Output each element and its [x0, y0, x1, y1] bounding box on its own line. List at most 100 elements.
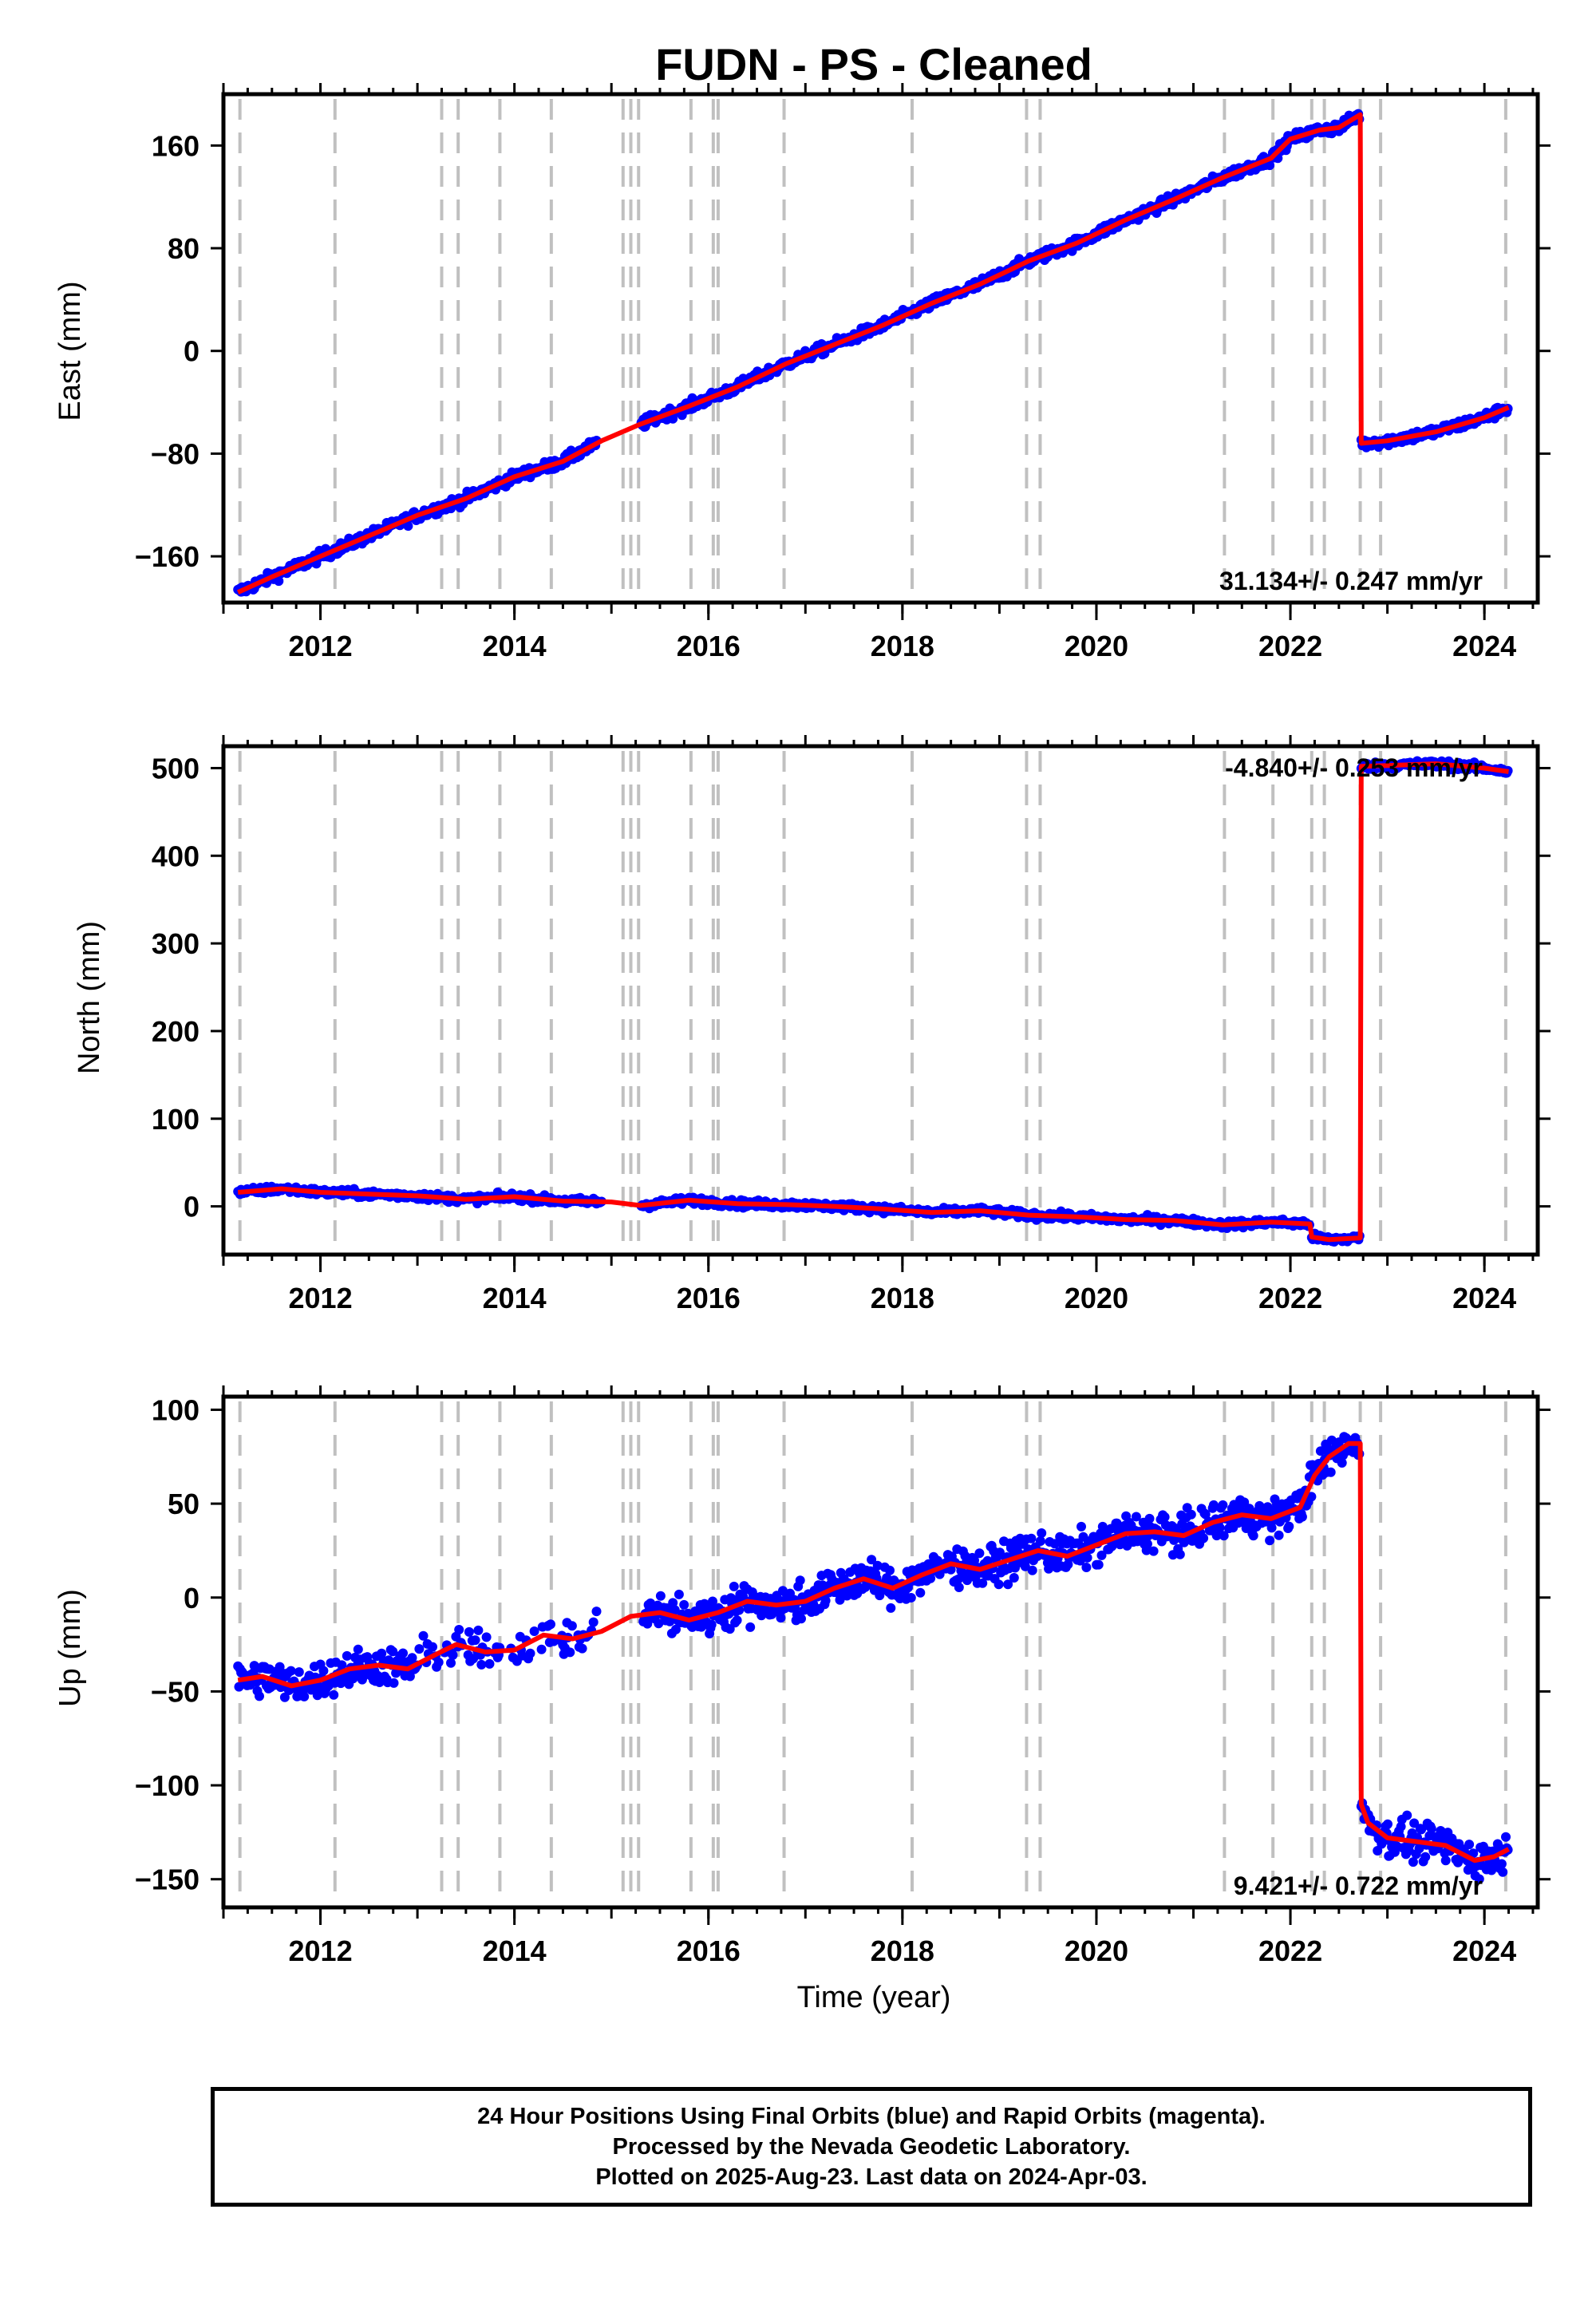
- y-tick-label: 80: [168, 232, 200, 265]
- y-tick-label: 200: [152, 1015, 200, 1048]
- data-point: [776, 1613, 786, 1623]
- data-point: [867, 1555, 877, 1565]
- data-point: [1337, 1458, 1347, 1468]
- data-point: [745, 1622, 756, 1632]
- data-point: [906, 1593, 916, 1603]
- data-point: [468, 1654, 479, 1664]
- data-point: [1020, 1561, 1030, 1571]
- rate-annotation: 9.421+/- 0.722 mm/yr: [1234, 1871, 1483, 1900]
- data-point: [1464, 1840, 1475, 1850]
- y-tick-label: −150: [135, 1863, 200, 1896]
- data-point: [388, 1646, 398, 1657]
- data-point: [915, 1587, 926, 1598]
- data-point: [1468, 1848, 1479, 1859]
- data-point: [642, 1618, 653, 1629]
- plot-frame: [221, 1394, 1540, 1910]
- data-point: [407, 1653, 417, 1663]
- y-tick-label: 100: [152, 1393, 200, 1426]
- data-point: [1081, 1563, 1092, 1572]
- rate-annotation: 31.134+/- 0.247 mm/yr: [1219, 567, 1483, 595]
- data-point: [1037, 1528, 1047, 1538]
- data-point: [318, 1666, 329, 1676]
- y-tick-label: 0: [184, 335, 200, 368]
- data-point: [670, 1605, 680, 1615]
- up-axis-label: Up (mm): [53, 1589, 87, 1707]
- data-point: [470, 1635, 480, 1646]
- data-point: [1186, 1509, 1196, 1520]
- model-fit-line: [237, 1441, 1510, 1863]
- data-point: [464, 1626, 474, 1637]
- data-point: [946, 1564, 956, 1575]
- data-point: [591, 1607, 602, 1617]
- data-point: [433, 1657, 444, 1667]
- rate-annotation: -4.840+/- 0.253 mm/yr: [1225, 753, 1483, 782]
- plot-frame: [221, 744, 1540, 1257]
- data-point: [978, 1578, 988, 1588]
- data-point: [1199, 1533, 1209, 1543]
- y-tick-label: 100: [152, 1103, 200, 1136]
- x-tick-label: 2012: [289, 1282, 353, 1314]
- north-axis-label: North (mm): [73, 921, 106, 1074]
- up-panel: Up (mm) −150 −100 −50 0 50 100 2012 2014 2016 201…: [53, 1385, 1551, 1967]
- x-tick-label: 2016: [677, 630, 741, 662]
- data-point: [414, 1644, 425, 1654]
- data-point: [1131, 1512, 1141, 1522]
- data-point: [299, 1691, 310, 1701]
- y-tick-label: −100: [135, 1769, 200, 1802]
- footer-line-1: 24 Hour Positions Using Final Orbits (bl…: [477, 2104, 1266, 2129]
- data-point: [255, 1691, 264, 1701]
- data-point: [1416, 1824, 1427, 1835]
- data-point: [567, 1621, 577, 1631]
- data-point: [1266, 1523, 1277, 1533]
- model-fit-line: [236, 112, 1510, 595]
- data-point: [377, 1648, 387, 1658]
- data-point: [974, 1548, 985, 1559]
- data-point: [706, 1619, 717, 1630]
- data-point: [1440, 1856, 1451, 1866]
- x-tick-label: 2012: [289, 630, 353, 662]
- data-point: [679, 1599, 689, 1610]
- data-point: [1325, 1467, 1336, 1477]
- north-panel: North (mm) 0 100 200 300 400 500 2012 2014 2016 2…: [73, 735, 1551, 1314]
- data-point: [546, 1619, 555, 1630]
- data-point: [1501, 1832, 1511, 1842]
- data-point: [1274, 1530, 1284, 1540]
- data-point: [418, 1630, 429, 1641]
- y-tick-label: 0: [184, 1582, 200, 1614]
- data-point: [484, 1658, 495, 1669]
- x-tick-label: 2014: [483, 1935, 547, 1967]
- x-tick-label: 2020: [1065, 630, 1128, 662]
- data-point: [353, 1644, 363, 1654]
- data-point: [708, 1596, 717, 1607]
- data-point: [588, 1617, 598, 1627]
- x-tick-label: 2022: [1258, 1282, 1322, 1314]
- data-point: [1096, 1550, 1107, 1560]
- footer-line-2: Processed by the Nevada Geodetic Laborat…: [612, 2134, 1131, 2160]
- data-point: [565, 1647, 575, 1658]
- data-point: [655, 1591, 666, 1601]
- data-point: [1142, 1539, 1152, 1549]
- data-point: [476, 1659, 487, 1670]
- data-point: [885, 1565, 895, 1575]
- data-point: [454, 1625, 464, 1634]
- data-point: [274, 576, 284, 587]
- data-point: [820, 1595, 831, 1606]
- x-tick-label: 2018: [871, 1282, 934, 1314]
- data-point: [1035, 1536, 1045, 1546]
- y-tick-label: 0: [184, 1191, 200, 1223]
- data-point: [796, 1614, 806, 1624]
- data-point: [1144, 1513, 1155, 1524]
- data-point: [1297, 1512, 1307, 1522]
- data-point: [1426, 1824, 1436, 1834]
- data-point: [1498, 1867, 1508, 1877]
- data-point: [1049, 1539, 1060, 1549]
- data-point: [481, 1632, 492, 1642]
- x-tick-label: 2016: [677, 1282, 741, 1314]
- x-tick-label: 2020: [1065, 1282, 1128, 1314]
- data-point: [1026, 1533, 1037, 1543]
- data-point: [671, 1624, 681, 1634]
- data-point: [577, 1643, 587, 1654]
- data-point: [1200, 1509, 1211, 1520]
- x-tick-label: 2014: [483, 630, 547, 662]
